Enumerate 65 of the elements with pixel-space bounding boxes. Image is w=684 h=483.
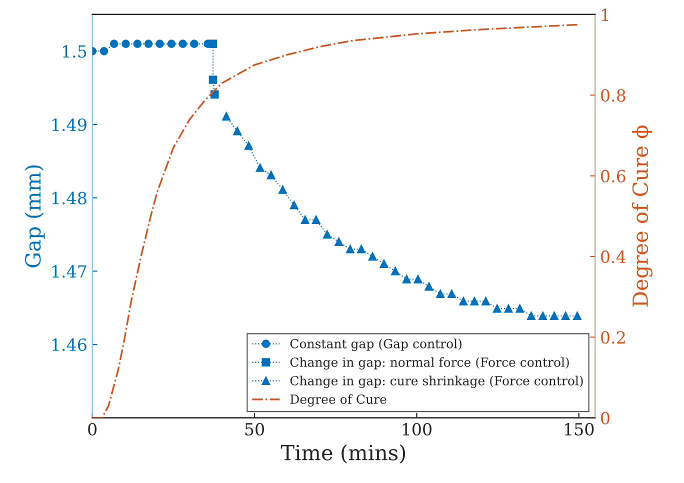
point: [122, 40, 130, 48]
y-tick-label: 1.5: [63, 45, 86, 58]
point: [278, 186, 287, 194]
x-tick-label: 150: [564, 422, 594, 436]
y-tick-label: 1.47: [52, 265, 86, 278]
point: [380, 260, 388, 268]
x-tick-label: 0: [88, 422, 97, 436]
y2-tick-label: 0.8: [601, 89, 626, 102]
y-tick-label: 1.46: [52, 338, 86, 352]
y2-tick-label: 0: [601, 412, 610, 424]
point: [391, 266, 400, 276]
point: [266, 170, 276, 180]
point: [482, 297, 490, 306]
point: [424, 282, 434, 291]
point: [156, 40, 164, 48]
point: [167, 40, 176, 48]
point: [100, 46, 108, 56]
y2-tick-label: 0.4: [601, 250, 626, 264]
legend-label: Constant gap (Gap control): [290, 338, 462, 351]
point: [144, 40, 153, 48]
point: [208, 76, 218, 84]
y2-tick-label: 1: [602, 8, 608, 21]
point: [110, 40, 118, 48]
point: [470, 297, 479, 306]
x-axis-title: Time (mins): [280, 444, 406, 464]
point: [256, 164, 264, 172]
point: [244, 142, 253, 150]
y-tick-label: 1.49: [52, 118, 86, 132]
point: [527, 312, 536, 320]
legend-label: Degree of Cure: [290, 394, 386, 407]
point: [573, 312, 582, 320]
point: [368, 252, 377, 261]
y-tick-label: 1.48: [52, 192, 86, 204]
x-tick-label: 50: [245, 422, 264, 436]
point: [538, 312, 548, 320]
point: [459, 297, 468, 306]
point: [190, 40, 198, 48]
x-tick-label: 100: [402, 422, 432, 436]
point: [300, 216, 310, 224]
point: [233, 126, 242, 136]
point: [178, 40, 187, 48]
y-axis-title: Gap (mm): [24, 165, 45, 268]
point: [402, 275, 411, 284]
point: [222, 112, 230, 121]
y2-tick-label: 0.2: [601, 331, 625, 344]
point: [133, 40, 142, 48]
y2-tick-label: 0.6: [601, 170, 626, 182]
y2-axis-title: Degree of Cure ϕ: [632, 125, 652, 306]
point: [550, 312, 558, 320]
point: [346, 244, 354, 254]
point: [357, 244, 366, 254]
point: [492, 304, 502, 313]
point: [504, 304, 513, 313]
point: [334, 238, 344, 246]
point: [516, 304, 524, 313]
point: [561, 312, 570, 320]
point: [436, 290, 445, 298]
legend-label: Change in gap: cure shrinkage (Force control): [290, 376, 583, 388]
point: [323, 230, 332, 239]
point: [312, 216, 320, 224]
point: [414, 275, 422, 284]
point: [290, 200, 298, 210]
legend-label: Change in gap: normal force (Force control): [290, 357, 569, 370]
point: [208, 40, 218, 48]
point: [448, 290, 456, 298]
